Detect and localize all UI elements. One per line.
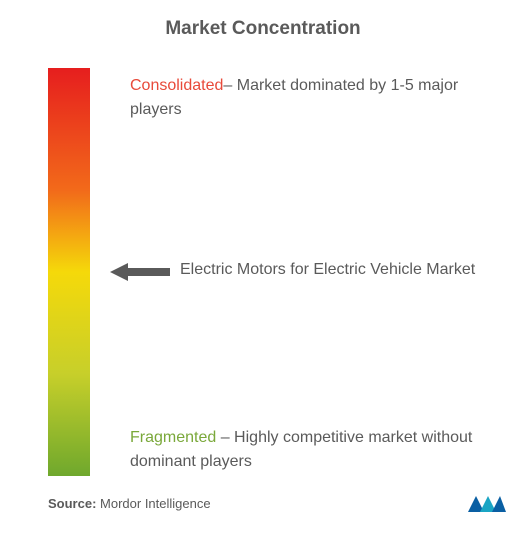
fragmented-label: Fragmented – Highly competitive market w… [130,426,496,474]
consolidated-label: Consolidated– Market dominated by 1-5 ma… [130,74,496,122]
source-value: Mordor Intelligence [100,496,211,511]
source-line: Source: Mordor Intelligence [48,496,211,511]
fragmented-highlight: Fragmented [130,429,216,446]
consolidated-highlight: Consolidated [130,77,223,94]
footer: Source: Mordor Intelligence [48,492,506,514]
chart-title: Market Concentration [0,0,526,40]
chart-body: Consolidated– Market dominated by 1-5 ma… [0,68,526,488]
arrow-left-icon [110,261,170,283]
concentration-gradient-bar [48,68,90,476]
mordor-logo-icon [466,492,506,514]
market-pointer-label: Electric Motors for Electric Vehicle Mar… [180,258,496,282]
source-label: Source: [48,496,96,511]
